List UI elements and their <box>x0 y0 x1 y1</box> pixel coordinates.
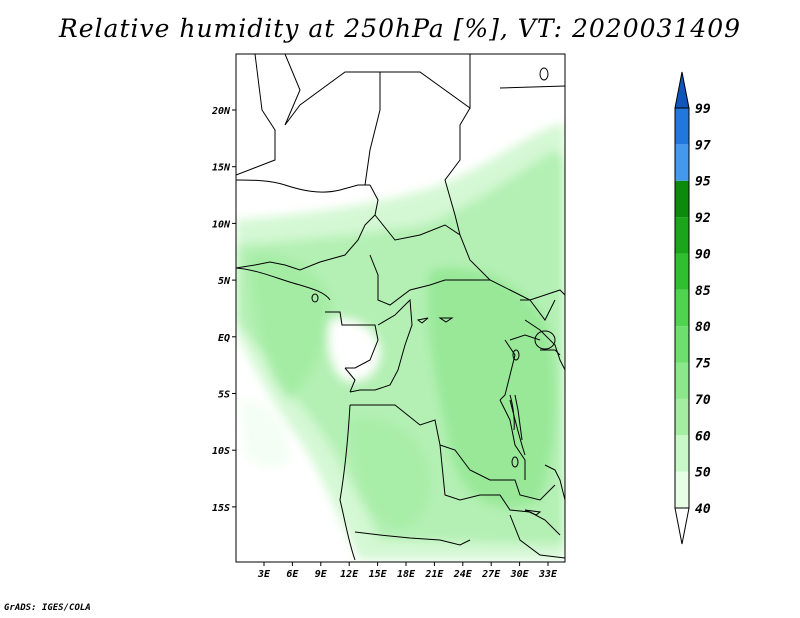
longitude-axis: 3E 6E 9E 12E 15E 18E 21E 24E 27E 30E 33E <box>257 562 558 580</box>
colorbar-box <box>675 326 689 363</box>
lon-tick-label: 6E <box>286 569 299 580</box>
lat-tick-label: 15N <box>212 163 231 174</box>
lat-tick-label: 10N <box>212 219 231 230</box>
colorbar-label: 92 <box>695 211 711 226</box>
footer-credit: GrADS: IGES/COLA <box>4 603 91 613</box>
lon-tick-label: 21E <box>424 569 444 580</box>
colorbar-label: 80 <box>695 320 711 335</box>
lon-tick-label: 3E <box>257 569 271 580</box>
colorbar-label: 97 <box>695 138 711 153</box>
colorbar: 40 50 60 70 75 80 85 90 92 95 97 99 <box>674 71 711 545</box>
humidity-dry-patch <box>328 318 380 382</box>
lat-tick-label: 15S <box>212 503 230 514</box>
colorbar-box <box>675 362 689 399</box>
lakes <box>311 67 556 516</box>
humidity-core-south <box>350 417 431 530</box>
lat-tick-label: EQ <box>218 333 230 344</box>
colorbar-label: 50 <box>695 466 711 481</box>
colorbar-label: 90 <box>695 247 711 262</box>
colorbar-label: 70 <box>695 393 711 408</box>
humidity-core-west <box>250 254 331 400</box>
colorbar-bottom-triangle <box>674 507 690 545</box>
colorbar-top-triangle <box>674 71 690 109</box>
lon-tick-label: 30E <box>510 569 530 580</box>
colorbar-box <box>675 435 689 472</box>
humidity-field <box>236 125 565 560</box>
colorbar-box <box>675 471 689 508</box>
country-borders <box>236 54 565 561</box>
lat-tick-label: 20N <box>211 106 231 117</box>
colorbar-label: 95 <box>695 175 711 190</box>
lon-tick-label: 12E <box>340 569 359 580</box>
lon-tick-label: 24E <box>453 569 473 580</box>
lon-tick-label: 9E <box>315 569 328 580</box>
map-frame <box>235 53 566 563</box>
colorbar-label: 99 <box>695 102 711 117</box>
colorbar-box <box>675 180 689 218</box>
colorbar-label: 60 <box>695 429 711 444</box>
lat-tick-label: 5N <box>218 276 231 287</box>
latitude-axis: 20N 15N 10N 5N EQ 5S 10S 15S <box>211 106 236 514</box>
lon-tick-label: 18E <box>397 569 416 580</box>
lon-tick-label: 33E <box>538 569 558 580</box>
colorbar-label: 40 <box>695 502 711 517</box>
lon-tick-label: 27E <box>481 569 501 580</box>
colorbar-box <box>675 253 689 290</box>
colorbar-box <box>675 144 689 181</box>
colorbar-box <box>675 217 689 254</box>
colorbar-box <box>675 108 689 145</box>
humidity-dry-patch-sw <box>240 399 290 469</box>
humidity-core-east <box>427 267 556 508</box>
colorbar-box <box>675 398 689 436</box>
lon-tick-label: 15E <box>369 569 388 580</box>
colorbar-label: 85 <box>695 284 711 299</box>
map-title: Relative humidity at 250hPa [%], VT: 202… <box>58 14 742 43</box>
colorbar-label: 75 <box>695 357 711 372</box>
lat-tick-label: 5S <box>218 390 230 401</box>
lat-tick-label: 10S <box>212 446 230 457</box>
colorbar-box <box>675 289 689 327</box>
